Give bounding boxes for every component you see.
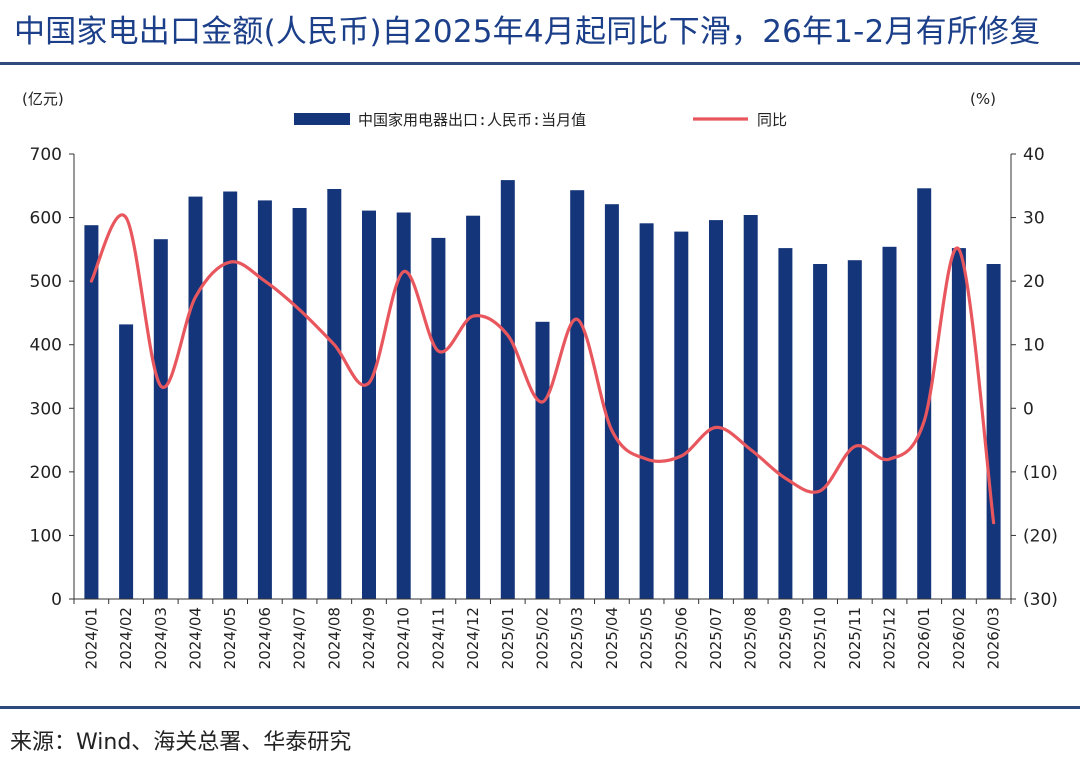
legend-bar-label: 中国家用电器出口:人民币:当月值 [358, 111, 586, 129]
x-tick-label: 2025/04 [603, 607, 621, 669]
x-tick-label: 2024/10 [395, 607, 413, 669]
bar [535, 321, 550, 599]
x-tick-label: 2024/09 [360, 607, 378, 669]
x-tick-label: 2025/02 [534, 607, 552, 669]
bar [119, 324, 134, 599]
x-tick-label: 2025/05 [638, 607, 656, 669]
right-tick-label: 40 [1023, 145, 1045, 165]
right-tick-label: 10 [1023, 336, 1045, 356]
bar [917, 188, 932, 600]
left-unit-label: (亿元) [22, 90, 64, 108]
x-tick-label: 2026/02 [950, 607, 968, 669]
bar [327, 189, 342, 599]
bar [223, 191, 238, 599]
x-tick-label: 2025/08 [742, 607, 760, 669]
x-tick-label: 2024/11 [429, 607, 447, 669]
bottom-divider [0, 706, 1080, 709]
x-tick-label: 2024/04 [186, 607, 204, 669]
bar [986, 264, 1001, 599]
bar [396, 212, 411, 599]
x-tick-label: 2025/11 [846, 607, 864, 669]
x-tick-label: 2025/12 [881, 607, 899, 669]
left-tick-label: 0 [51, 590, 62, 610]
bar [153, 239, 168, 599]
bar [500, 180, 515, 599]
bar [951, 248, 966, 599]
bar [362, 210, 376, 599]
x-tick-label: 2024/03 [152, 607, 170, 669]
x-tick-label: 2026/03 [985, 607, 1003, 669]
source-note: 来源：Wind、海关总署、华泰研究 [10, 730, 352, 755]
bar [847, 260, 862, 599]
bar [882, 246, 897, 600]
right-tick-label: (30) [1023, 590, 1058, 610]
bar-series [84, 180, 1001, 600]
bar [778, 248, 793, 599]
yoy-line [89, 213, 996, 525]
bar [292, 208, 307, 599]
left-tick-label: 500 [30, 272, 62, 292]
x-tick-label: 2025/06 [672, 607, 690, 669]
right-unit-label: (%) [970, 90, 996, 108]
left-tick-label: 200 [30, 463, 62, 483]
bar [813, 264, 828, 599]
x-tick-label: 2025/10 [811, 607, 829, 669]
x-tick-label: 2024/01 [82, 607, 100, 669]
bar [674, 231, 689, 599]
bar [743, 215, 758, 599]
bar [639, 223, 654, 600]
right-tick-label: (20) [1023, 526, 1058, 546]
bar [570, 190, 585, 599]
axes [69, 153, 1016, 604]
x-tick-label: 2024/07 [291, 607, 309, 669]
bar [431, 237, 446, 599]
x-tick-label: 2025/07 [707, 607, 725, 669]
legend-line-label: 同比 [757, 111, 787, 129]
chart: 0 (30) 100 (20) 200 (10) 300 0 400 10 500 20 600 30 70… [22, 90, 1058, 669]
bar [84, 225, 99, 599]
legend: 中国家用电器出口:人民币:当月值 同比 [294, 111, 787, 129]
x-tick-label: 2024/06 [256, 607, 274, 669]
tick-labels: 0 (30) 100 (20) 200 (10) 300 0 400 10 500 20 600 30 70… [30, 145, 1058, 669]
chart-title: 中国家电出口金额(人民币)自2025年4月起同比下滑，26年1-2月有所修复 [14, 14, 1041, 50]
left-tick-label: 400 [30, 336, 62, 356]
bar [466, 215, 481, 599]
x-tick-label: 2026/01 [915, 607, 933, 669]
x-tick-label: 2025/03 [568, 607, 586, 669]
bar [604, 204, 619, 599]
right-tick-label: 0 [1023, 399, 1034, 419]
left-tick-label: 600 [30, 209, 62, 229]
bar [257, 200, 272, 599]
right-tick-label: 20 [1023, 272, 1045, 292]
left-tick-label: 100 [30, 526, 62, 546]
x-tick-label: 2024/05 [221, 607, 239, 669]
top-divider [0, 62, 1080, 65]
right-tick-label: 30 [1023, 209, 1045, 229]
x-tick-label: 2024/12 [464, 607, 482, 669]
right-tick-label: (10) [1023, 463, 1058, 483]
x-tick-label: 2024/08 [325, 607, 343, 669]
x-tick-label: 2025/01 [499, 607, 517, 669]
legend-bar-swatch [294, 113, 350, 125]
x-tick-label: 2024/02 [117, 607, 135, 669]
left-tick-label: 700 [30, 145, 62, 165]
bar [709, 220, 723, 599]
left-tick-label: 300 [30, 399, 62, 419]
x-tick-label: 2025/09 [776, 607, 794, 669]
bar [188, 196, 203, 599]
